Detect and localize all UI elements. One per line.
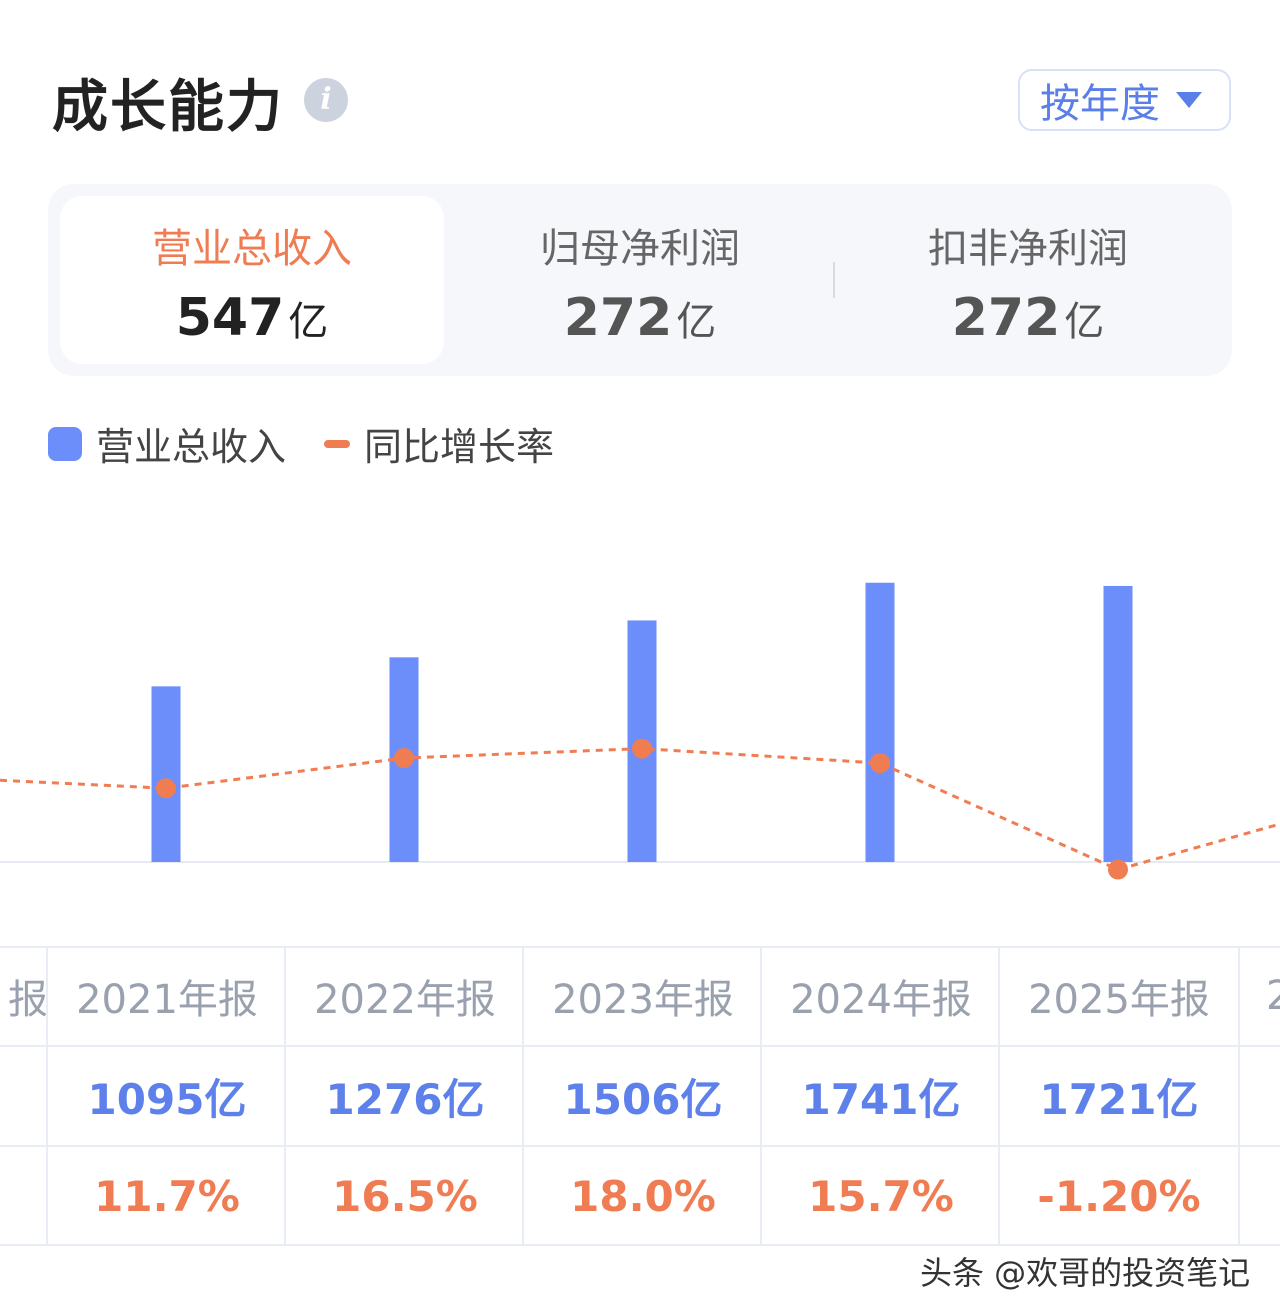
table-divider: [0, 1145, 1280, 1147]
table-column-divider: [522, 946, 524, 1246]
period-dropdown[interactable]: 按年度: [1018, 69, 1231, 131]
chart-bar: [865, 582, 895, 862]
page-title: 成长能力: [52, 75, 284, 140]
revenue-growth-chart: [0, 582, 1280, 880]
metric-value: 272 亿: [836, 288, 1220, 348]
chart-bar: [1103, 585, 1133, 862]
table-cell-growth: -1.20%: [1037, 1171, 1201, 1221]
table-row-growth: 11.7% 16.5% 18.0% 15.7% -1.20%: [0, 1146, 1280, 1246]
metric-unit: 亿: [676, 299, 717, 345]
table-cell-year[interactable]: 2022年报: [314, 977, 496, 1023]
chart-growth-point: [394, 748, 414, 769]
chart-growth-point: [1108, 859, 1128, 880]
table-column-divider: [1238, 946, 1240, 1246]
chart-legend: 营业总收入 同比增长率: [48, 416, 554, 471]
period-dropdown-label: 按年度: [1040, 81, 1160, 127]
metric-number: 547: [175, 288, 285, 348]
metric-label: 归母净利润: [540, 226, 740, 272]
metric-number: 272: [951, 288, 1061, 348]
table-row-years: 报 2021年报 2022年报 2023年报 2024年报 2025年报 2: [0, 946, 1280, 1046]
table-divider: [0, 946, 1280, 948]
table-cell-revenue: 1506亿: [563, 1074, 723, 1124]
tab-net-profit-deducted[interactable]: 扣非净利润 272 亿: [836, 196, 1220, 364]
legend-bar-label[interactable]: 营业总收入: [96, 425, 287, 469]
metric-unit: 亿: [288, 299, 329, 345]
table-cell-growth: 15.7%: [808, 1171, 954, 1221]
table-cell-year[interactable]: 2024年报: [790, 977, 972, 1023]
table-cell-year-partial[interactable]: 报: [8, 977, 48, 1023]
metric-tabs: 营业总收入 547 亿 归母净利润 272 亿 扣非净利润 272 亿: [48, 184, 1232, 376]
table-column-divider: [284, 946, 286, 1246]
table-column-divider: [760, 946, 762, 1246]
table-cell-revenue: 1095亿: [87, 1074, 247, 1124]
table-row-revenue: 1095亿 1276亿 1506亿 1741亿 1721亿: [0, 1046, 1280, 1146]
info-icon[interactable]: i: [304, 78, 348, 122]
table-column-divider: [46, 946, 48, 1246]
watermark: 头条 @欢哥的投资笔记: [920, 1254, 1251, 1292]
legend-bar-swatch: [48, 426, 82, 461]
table-cell-year[interactable]: 2025年报: [1028, 977, 1210, 1023]
metric-label: 营业总收入: [152, 226, 352, 272]
table-cell-growth: 16.5%: [332, 1171, 478, 1221]
chart-bar: [151, 686, 181, 862]
table-cell-growth: 11.7%: [94, 1171, 240, 1221]
metric-value: 272 亿: [448, 288, 832, 348]
table-cell-year[interactable]: 2021年报: [76, 977, 258, 1023]
chart-growth-point: [632, 738, 652, 759]
table-cell-revenue: 1721亿: [1039, 1074, 1199, 1124]
table-cell-revenue: 1276亿: [325, 1074, 485, 1124]
caret-down-icon: [1176, 92, 1202, 108]
chart-growth-point: [870, 753, 890, 774]
tab-net-profit-parent[interactable]: 归母净利润 272 亿: [448, 196, 832, 364]
legend-line-label[interactable]: 同比增长率: [364, 425, 555, 469]
table-cell-growth: 18.0%: [570, 1171, 716, 1221]
table-cell-revenue: 1741亿: [801, 1074, 961, 1124]
metric-value: 547 亿: [60, 288, 444, 348]
metric-number: 272: [563, 288, 673, 348]
table-divider: [0, 1244, 1280, 1246]
metric-unit: 亿: [1064, 299, 1105, 345]
table-cell-year[interactable]: 2023年报: [552, 977, 734, 1023]
table-cell-year-partial[interactable]: 2: [1266, 973, 1280, 1019]
chart-growth-point: [156, 778, 176, 799]
metric-divider: [833, 262, 835, 298]
table-column-divider: [998, 946, 1000, 1246]
tab-total-revenue[interactable]: 营业总收入 547 亿: [60, 196, 444, 364]
legend-line-swatch: [324, 439, 351, 448]
metric-label: 扣非净利润: [928, 226, 1128, 272]
table-divider: [0, 1045, 1280, 1047]
